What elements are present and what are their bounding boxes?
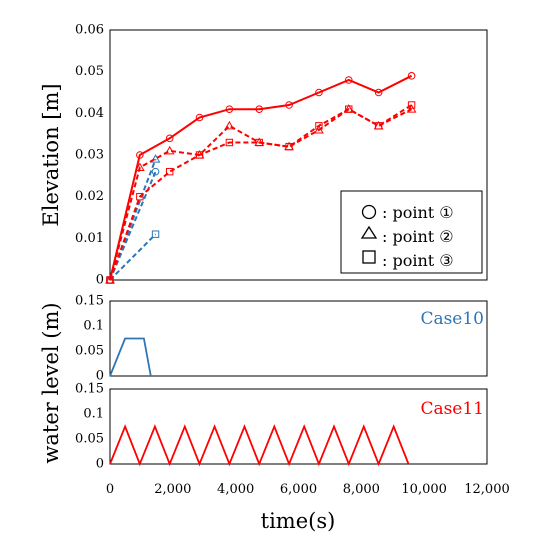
case11-panel: 0 0.05 0.1 0.15 [75,382,410,472]
series-line [109,424,410,467]
data-point-square [374,122,383,130]
y-tick-label: 0 [96,273,104,288]
y-tick-label: 0.02 [75,189,104,204]
elevation-panel: 0 0.01 0.02 0.03 0.04 0.05 0.06 [75,23,417,288]
legend: : point ① : point ② : point ③ [340,190,483,274]
case10-plot-frame [109,300,488,377]
x-tick-label: 6,000 [280,482,317,497]
data-point-triangle [224,120,235,130]
data-point-circle [374,88,383,97]
y-tick-label: 0.1 [83,319,104,334]
data-point-circle [285,101,293,109]
y-tick-label: 0 [96,457,104,472]
data-point-triangle [164,145,175,155]
data-point-square [315,122,323,130]
y-tick-label: 0.03 [75,148,104,163]
legend-label-point3: : point ③ [382,251,454,270]
x-tick-label: 4,000 [217,482,254,497]
data-point-square [225,138,234,147]
x-tick-label: 2,000 [154,482,191,497]
legend-square-marker [362,250,376,264]
series-line [109,74,413,281]
data-point-square [165,167,174,176]
series-line [109,233,157,281]
data-point-square [136,192,144,201]
series-line [109,108,413,281]
case11-plot-frame [109,388,488,465]
y-tick-label: 0.01 [75,231,104,246]
y-tick-label: 0.05 [75,432,104,447]
data-point-square [407,101,416,109]
y-axis-title-elevation: Elevation [m] [39,83,63,226]
y-axis-title-water-level: water level (m) [39,302,63,463]
x-tick-label: 0 [106,482,114,497]
data-point-circle [225,105,234,113]
series-line [109,158,157,281]
data-point-square [255,138,263,147]
case11-label: Case11 [420,399,484,419]
legend-label-point1: : point ① [382,203,454,222]
y-tick-label: 0 [96,369,104,384]
data-point-square [285,142,293,151]
y-tick-label: 0.06 [75,23,104,38]
y-tick-label: 0.15 [75,382,104,397]
x-axis-title: time(s) [261,509,336,533]
y-tick-label: 0.15 [75,294,104,309]
data-point-square [195,151,204,159]
data-point-circle [165,134,174,143]
data-point-circle [407,72,416,80]
legend-box [340,190,483,274]
x-tick-label: 12,000 [464,482,510,497]
legend-triangle-marker [360,225,378,239]
x-tick-labels: 0 2,000 4,000 6,000 8,000 10,000 12,000 [106,482,510,497]
x-tick-label: 8,000 [343,482,380,497]
legend-label-point2: : point ② [382,227,454,246]
data-point-circle [315,88,323,97]
y-tick-label: 0.05 [75,64,104,79]
y-tick-label: 0.1 [83,407,104,422]
y-tick-label: 0.04 [75,106,104,121]
data-point-square [106,276,114,284]
data-point-circle [255,105,264,113]
data-point-square [151,230,160,238]
series-line [109,104,413,281]
elevation-plot-frame [109,29,488,281]
data-point-square [345,105,353,113]
case10-label: Case10 [420,309,484,329]
data-point-circle [136,151,144,159]
data-point-circle [151,167,160,176]
data-point-circle [195,113,204,122]
x-tick-label: 10,000 [401,482,447,497]
data-point-circle [344,76,353,84]
y-tick-label: 0.05 [75,344,104,359]
case10-panel: 0 0.05 0.1 0.15 [75,294,152,384]
series-line [109,337,152,377]
data-point-triangle [134,162,145,171]
legend-circle-marker [361,204,377,220]
